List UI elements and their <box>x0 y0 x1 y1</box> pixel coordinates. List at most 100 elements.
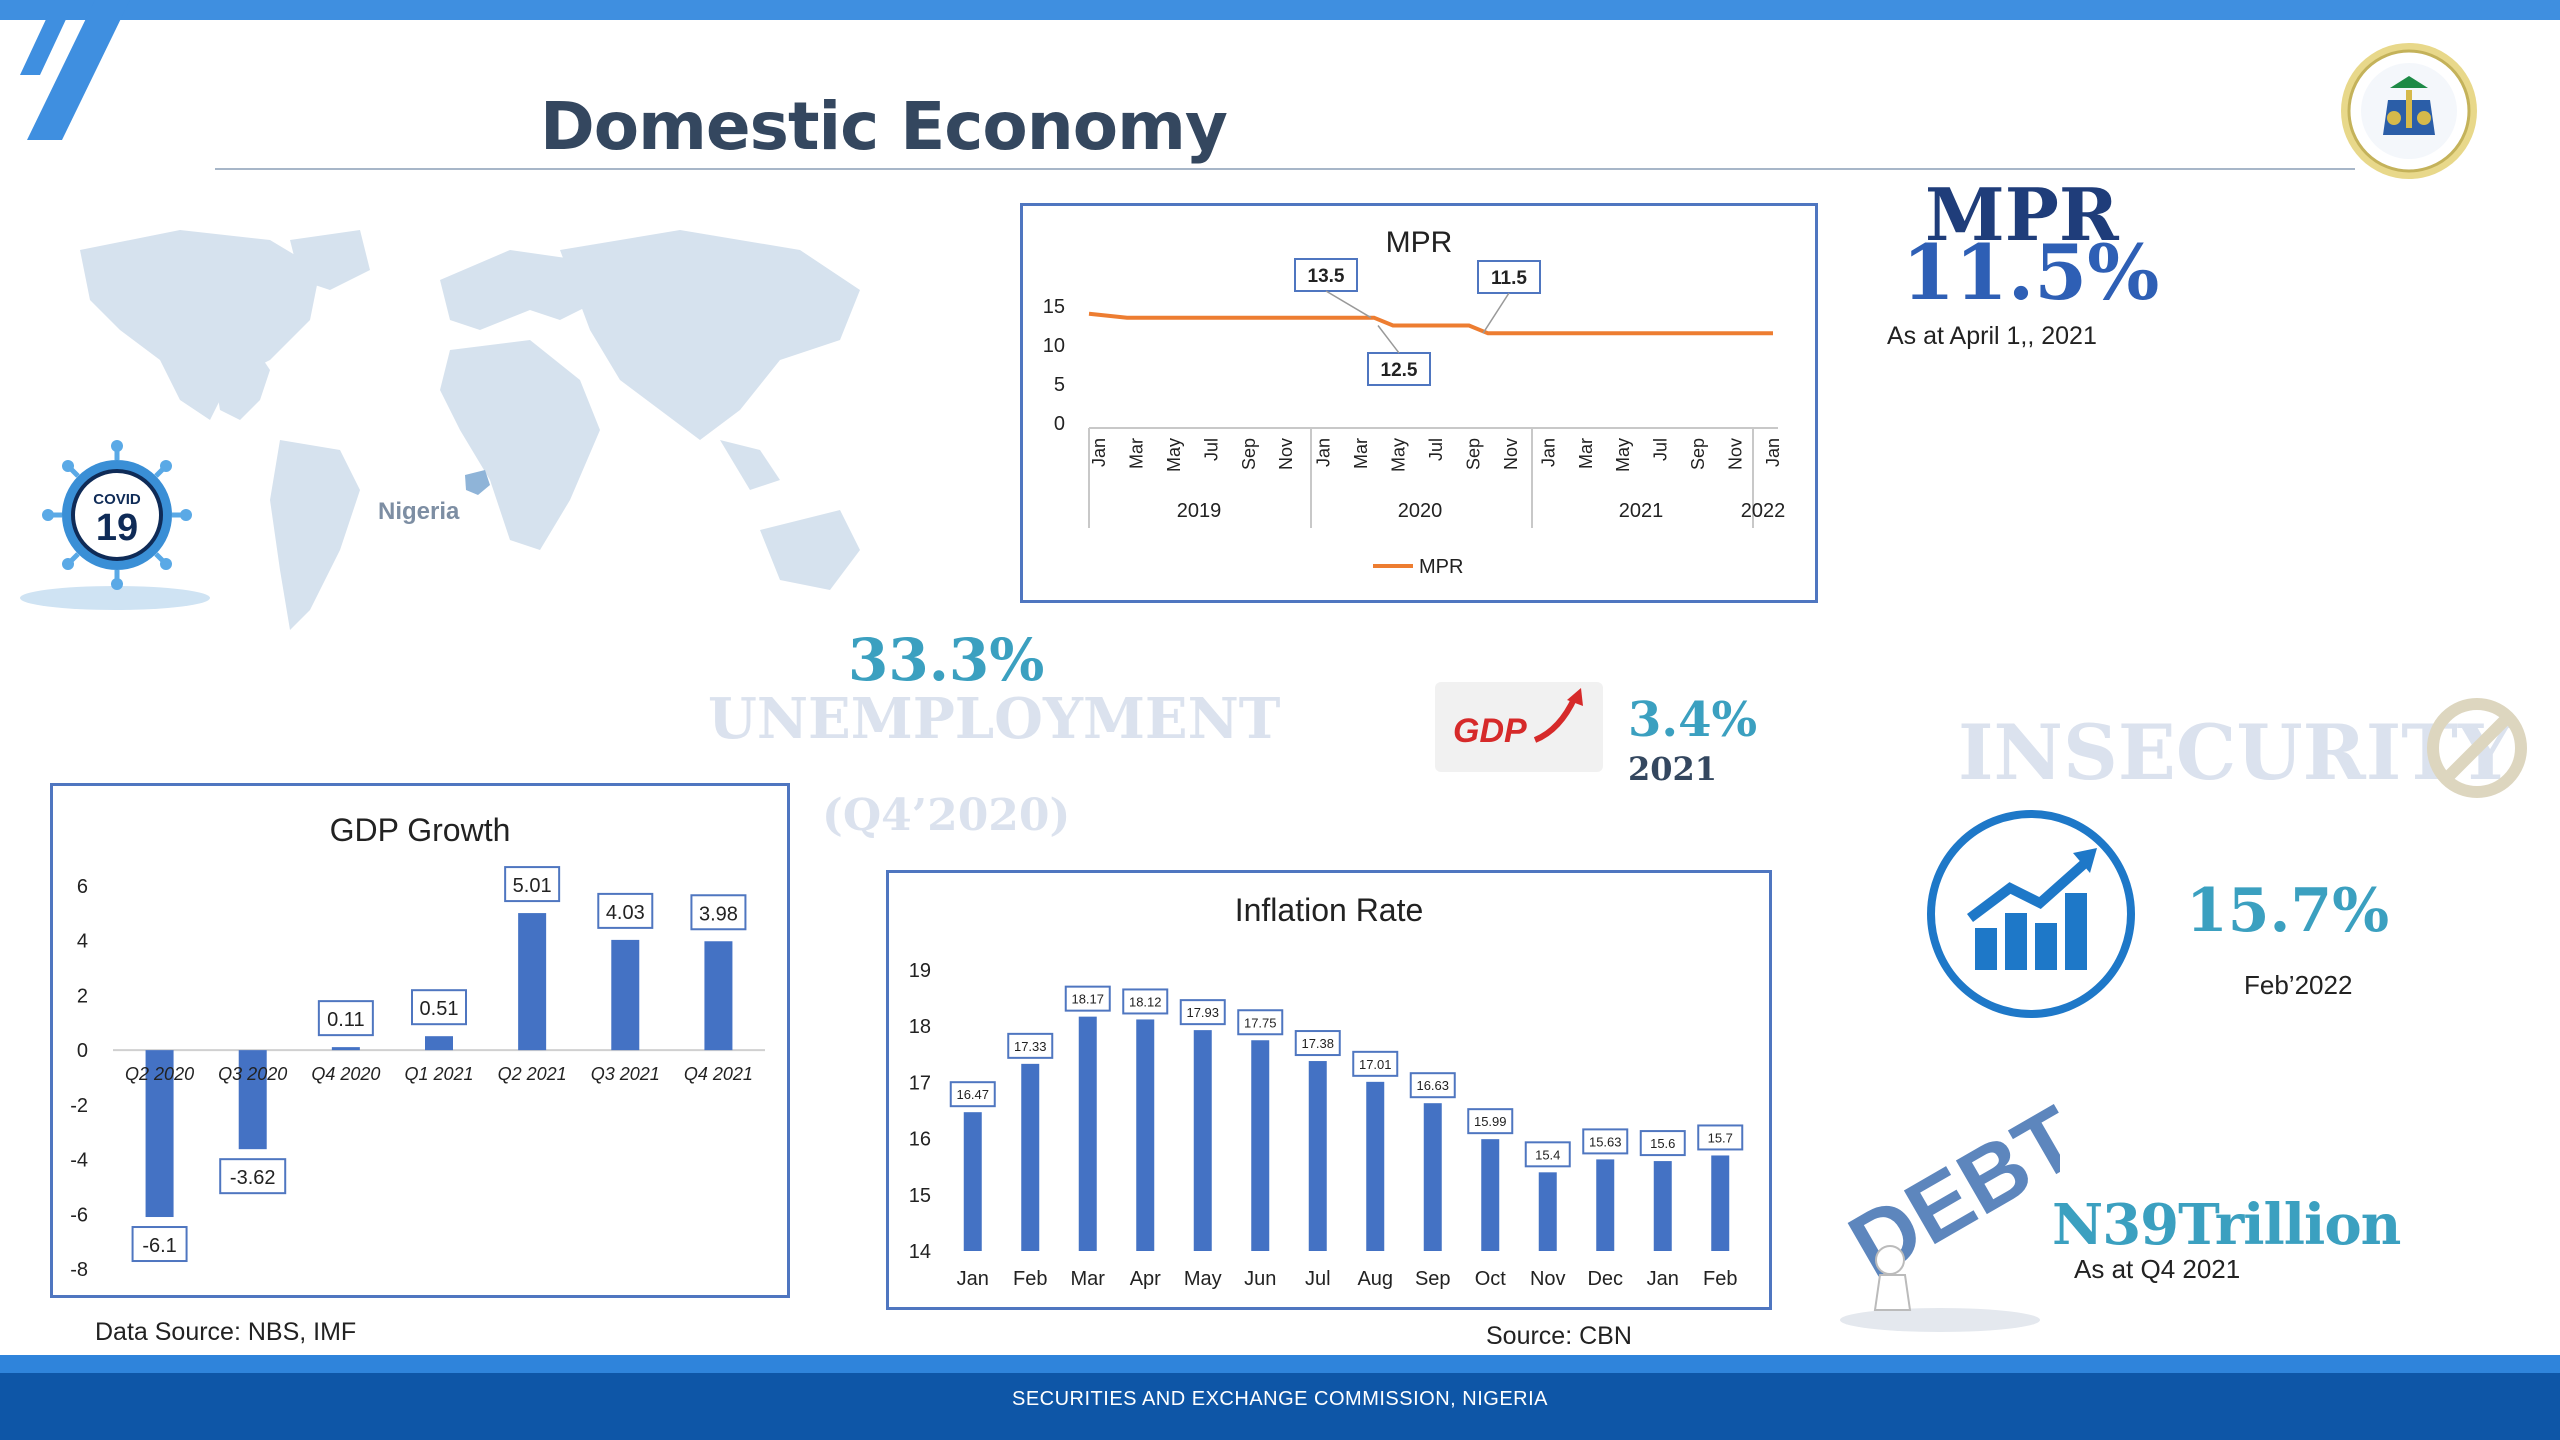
debt-icon-text: DEBT <box>1833 1088 2060 1297</box>
inflation-category-label: Apr <box>1130 1268 1161 1290</box>
unemployment-value: 33.3% <box>848 626 1045 694</box>
inflation-value-box <box>949 1081 996 1108</box>
mpr-month-tick: Nov <box>1276 438 1296 470</box>
mpr-month-tick: Sep <box>1463 438 1483 470</box>
gdp-value-label: 5.01 <box>513 875 552 897</box>
mpr-year-label: 2020 <box>1398 500 1443 522</box>
inflation-value-box <box>1524 1141 1571 1168</box>
mpr-month-tick: Jul <box>1201 438 1221 461</box>
mpr-month-tick: Jan <box>1538 438 1558 467</box>
inflation-chart-panel: Inflation Rate 19 18 17 16 15 14 Jan 16.47 Feb 17… <box>886 870 1772 1310</box>
inflation-value-box <box>1467 1108 1514 1135</box>
mpr-month-tick: May <box>1389 438 1409 472</box>
inflation-value-box <box>1582 1128 1629 1155</box>
gdp-category-label: Q3 2020 <box>218 1064 287 1084</box>
gdp-icon-text: GDP <box>1453 712 1527 750</box>
gdp-value-box <box>131 1226 188 1263</box>
mpr-month-tick: Nov <box>1726 438 1746 470</box>
mpr-summary-note: As at April 1,, 2021 <box>1887 322 2097 350</box>
gdp-growth-chart: GDP Growth 6 4 2 0 -2 -4 -6 -8 Q2 2020 -6.1 Q3 202… <box>70 812 765 1281</box>
inflation-value-box <box>1237 1009 1284 1036</box>
gdp-bar <box>611 939 640 1051</box>
inflation-value-box <box>1639 1130 1686 1157</box>
gdp-value-box <box>317 1000 374 1037</box>
growth-chart-icon <box>1927 810 2135 1018</box>
debt-note: As at Q4 2021 <box>2074 1254 2241 1284</box>
inflation-y-tick: 16 <box>909 1129 931 1151</box>
mpr-month-tick: Mar <box>1126 438 1146 469</box>
covid-badge-num: 19 <box>96 507 138 549</box>
mpr-callout-leader <box>1482 292 1510 334</box>
covid-virus-icon: COVID 19 <box>20 440 210 610</box>
gdp-value-label: 3.98 <box>699 903 738 925</box>
mpr-callout-leader <box>1377 325 1400 354</box>
gdp-y-tick: 4 <box>77 931 88 953</box>
top-accent-bar <box>0 0 2560 20</box>
inflation-category-label: Nov <box>1530 1268 1566 1290</box>
page-title: Domestic Economy <box>540 88 1228 165</box>
gdp-value-label: -3.62 <box>230 1167 276 1189</box>
mpr-chart: MPR 15 10 5 0 Jan Mar May Jul Sep Nov Jan Mar May Jul… <box>1043 226 1786 578</box>
inflation-value-label: 15.63 <box>1589 1134 1622 1149</box>
prohibited-icon <box>2427 698 2527 798</box>
gdp-y-tick: 2 <box>77 985 88 1007</box>
gdp-category-label: Q2 2020 <box>125 1064 194 1084</box>
gdp-value-box <box>597 892 654 929</box>
inflation-category-label: May <box>1184 1268 1222 1290</box>
inflation-y-tick: 19 <box>909 960 931 982</box>
covid-badge-top: COVID <box>93 491 141 508</box>
inflation-category-label: Jan <box>957 1268 989 1290</box>
inflation-category-label: Feb <box>1013 1268 1047 1290</box>
inflation-bar <box>1078 1016 1097 1251</box>
corner-stripes <box>20 0 130 140</box>
gdp-summary-value: 3.4% <box>1628 692 1758 748</box>
gdp-summary-year: 2021 <box>1628 750 1718 788</box>
inflation-bar <box>1251 1040 1270 1251</box>
gdp-y-tick: -4 <box>70 1150 88 1172</box>
gdp-value-label: 0.51 <box>420 998 459 1020</box>
mpr-y-tick: 15 <box>1043 296 1065 318</box>
inflation-category-label: Feb <box>1703 1268 1737 1290</box>
gdp-bar <box>425 1036 453 1051</box>
gdp-value-label: 0.11 <box>327 1009 364 1031</box>
inflation-bar <box>1711 1155 1730 1251</box>
inflation-category-label: Aug <box>1357 1268 1393 1290</box>
inflation-value-label: 15.7 <box>1708 1130 1733 1145</box>
inflation-value-label: 15.6 <box>1650 1136 1675 1151</box>
inflation-value-box <box>1007 1032 1054 1059</box>
mpr-callout-box <box>1367 352 1431 386</box>
inflation-bar <box>1193 1030 1212 1251</box>
gdp-value-label: -6.1 <box>142 1235 176 1257</box>
gdp-bar <box>331 1047 360 1051</box>
inflation-value-label: 15.99 <box>1474 1114 1507 1129</box>
gdp-bar <box>704 941 733 1051</box>
mpr-month-tick: Jul <box>1426 438 1446 461</box>
inflation-y-tick: 18 <box>909 1016 931 1038</box>
gdp-chart-title: GDP Growth <box>330 812 511 848</box>
inflation-bar <box>1021 1063 1040 1251</box>
mpr-month-tick: May <box>1613 438 1633 472</box>
gdp-value-box <box>219 1158 287 1195</box>
mpr-summary-value: 11.5% <box>1902 228 2160 317</box>
gdp-y-tick: -2 <box>70 1095 88 1117</box>
inflation-bar <box>963 1112 982 1251</box>
gdp-bar <box>238 1050 267 1150</box>
inflation-bar <box>1653 1161 1672 1251</box>
gdp-value-label: 4.03 <box>606 902 645 924</box>
inflation-value-box <box>1294 1030 1341 1057</box>
inflation-value-label: 16.63 <box>1416 1078 1449 1093</box>
inflation-category-label: Oct <box>1475 1268 1507 1290</box>
inflation-category-label: Jun <box>1244 1268 1276 1290</box>
data-source-right: Source: CBN <box>1486 1322 1632 1350</box>
mpr-summary-label: MPR <box>1925 172 2119 257</box>
inflation-bar <box>1538 1172 1557 1251</box>
gdp-value-box <box>690 894 747 931</box>
inflation-bar <box>1596 1159 1615 1251</box>
insecurity-label: INSECURITY <box>1958 708 2513 797</box>
gdp-bar <box>145 1050 174 1218</box>
mpr-chart-title: MPR <box>1386 226 1453 259</box>
nigeria-marker <box>465 470 490 495</box>
mpr-callout-label: 12.5 <box>1381 360 1418 381</box>
inflation-value-label: 18.17 <box>1071 992 1104 1007</box>
inflation-bar <box>1308 1061 1327 1251</box>
